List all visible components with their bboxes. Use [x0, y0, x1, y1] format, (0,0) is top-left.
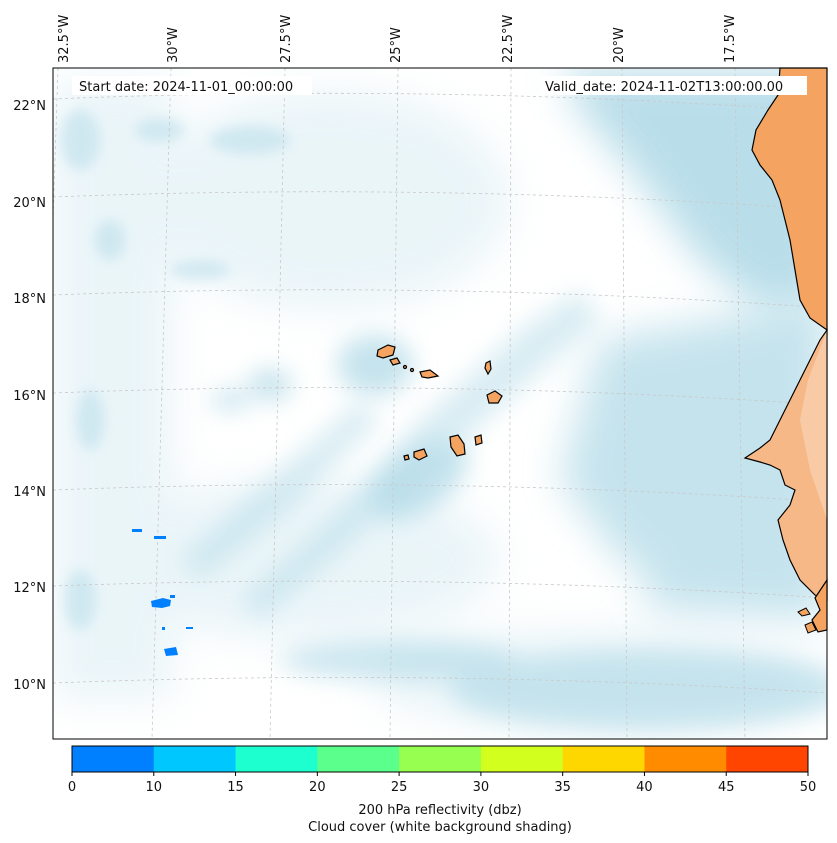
lon-label: 25°W: [389, 27, 404, 63]
island-sao-vicente: [389, 357, 401, 366]
reflectivity-cell: [132, 529, 142, 532]
colorbar-label: 200 hPa reflectivity (dbz): [358, 803, 521, 818]
gridline-20n: [53, 191, 827, 211]
colorbar-tick-label: 10: [146, 780, 163, 795]
lat-label: 16°N: [13, 389, 46, 404]
colorbar-segment: [644, 746, 727, 772]
reflectivity-cells: [132, 529, 193, 656]
gridline-30w: [151, 68, 172, 739]
lon-label: 20°W: [612, 27, 627, 63]
lon-label: 27.5°W: [279, 15, 294, 63]
gridline-12n: [53, 580, 827, 599]
reflectivity-cell: [186, 627, 193, 629]
colorbar-segment: [235, 746, 318, 772]
gridline-10n: [53, 676, 827, 694]
colorbar-segment: [153, 746, 237, 772]
gridline-18n: [53, 289, 827, 309]
colorbar: 0 10 15 20 25 30 35 40 45 50: [68, 745, 817, 795]
colorbar-frame: [71, 745, 809, 773]
island-fogo: [413, 448, 428, 461]
colorbar-tick-label: 35: [554, 780, 571, 795]
colorbar-segment: [726, 746, 809, 772]
gridline-14n: [53, 484, 827, 503]
colorbar-tick-label: 40: [636, 780, 653, 795]
lon-label: 22.5°W: [501, 15, 516, 63]
reflectivity-cell: [164, 647, 178, 656]
colorbar-segment: [72, 746, 155, 772]
island-boa-vista: [486, 390, 503, 404]
valid-date-box: [539, 76, 807, 95]
reflectivity-cell: [151, 598, 171, 608]
island-santo-antao: [376, 344, 396, 359]
island-maio: [474, 434, 483, 446]
gridline-16n: [53, 387, 827, 406]
reflectivity-cell: [154, 536, 166, 539]
lat-label: 18°N: [13, 292, 46, 307]
lon-label: 17.5°W: [723, 15, 738, 63]
reflectivity-cell: [162, 627, 165, 630]
colorbar-segment: [399, 746, 482, 772]
cape-verde-islands: [376, 344, 503, 461]
island-santiago: [449, 434, 466, 457]
gridline-27-5w: [269, 68, 286, 739]
land-africa: [743, 67, 828, 634]
lat-label: 14°N: [13, 485, 46, 500]
lon-label: 30°W: [166, 27, 181, 63]
island-sao-nicolau: [419, 369, 440, 379]
lat-label: 10°N: [13, 678, 46, 693]
colorbar-segment: [562, 746, 645, 772]
latitude-labels: 22°N 20°N 18°N 16°N 14°N 12°N 10°N: [13, 99, 46, 693]
gridline-22-5w: [508, 68, 512, 739]
colorbar-tick-label: 20: [309, 780, 326, 795]
colorbar-tick-label: 30: [473, 780, 490, 795]
gridline-25w: [389, 68, 399, 739]
colorbar-segment: [480, 746, 564, 772]
gridlines: [53, 68, 827, 739]
colorbar-tick-label: 45: [718, 780, 735, 795]
colorbar-segment: [317, 746, 400, 772]
lon-label: 32.5°W: [57, 15, 72, 63]
reflectivity-cell: [170, 595, 175, 598]
longitude-labels: 32.5°W 30°W 27.5°W 25°W 22.5°W 20°W 17.5…: [57, 15, 738, 63]
mauritania-coast: [751, 67, 828, 332]
colorbar-tick-label: 50: [800, 780, 817, 795]
colorbar-tick-label: 0: [68, 780, 76, 795]
colorbar-tick-label: 15: [227, 780, 244, 795]
island-brava: [403, 454, 410, 461]
colorbar-tick-label: 25: [391, 780, 408, 795]
island-santa-luzia: [402, 364, 408, 370]
map-frame: [52, 67, 828, 740]
start-date-box: [72, 76, 312, 95]
gridline-20w: [621, 68, 628, 739]
lat-label: 20°N: [13, 196, 46, 211]
bijagos-island: [797, 607, 811, 617]
lat-label: 12°N: [13, 581, 46, 596]
valid-date-label: Valid_date: 2024-11-02T13:00:00.00: [545, 80, 783, 95]
bijagos-island: [804, 621, 817, 634]
gridline-22n: [53, 92, 827, 113]
lat-label: 22°N: [13, 99, 46, 114]
island-sal: [484, 360, 492, 376]
colorbar-sublabel: Cloud cover (white background shading): [308, 820, 572, 835]
start-date-label: Start date: 2024-11-01_00:00:00: [79, 80, 293, 95]
gridline-17-5w: [734, 68, 746, 739]
island-raso: [409, 367, 415, 373]
